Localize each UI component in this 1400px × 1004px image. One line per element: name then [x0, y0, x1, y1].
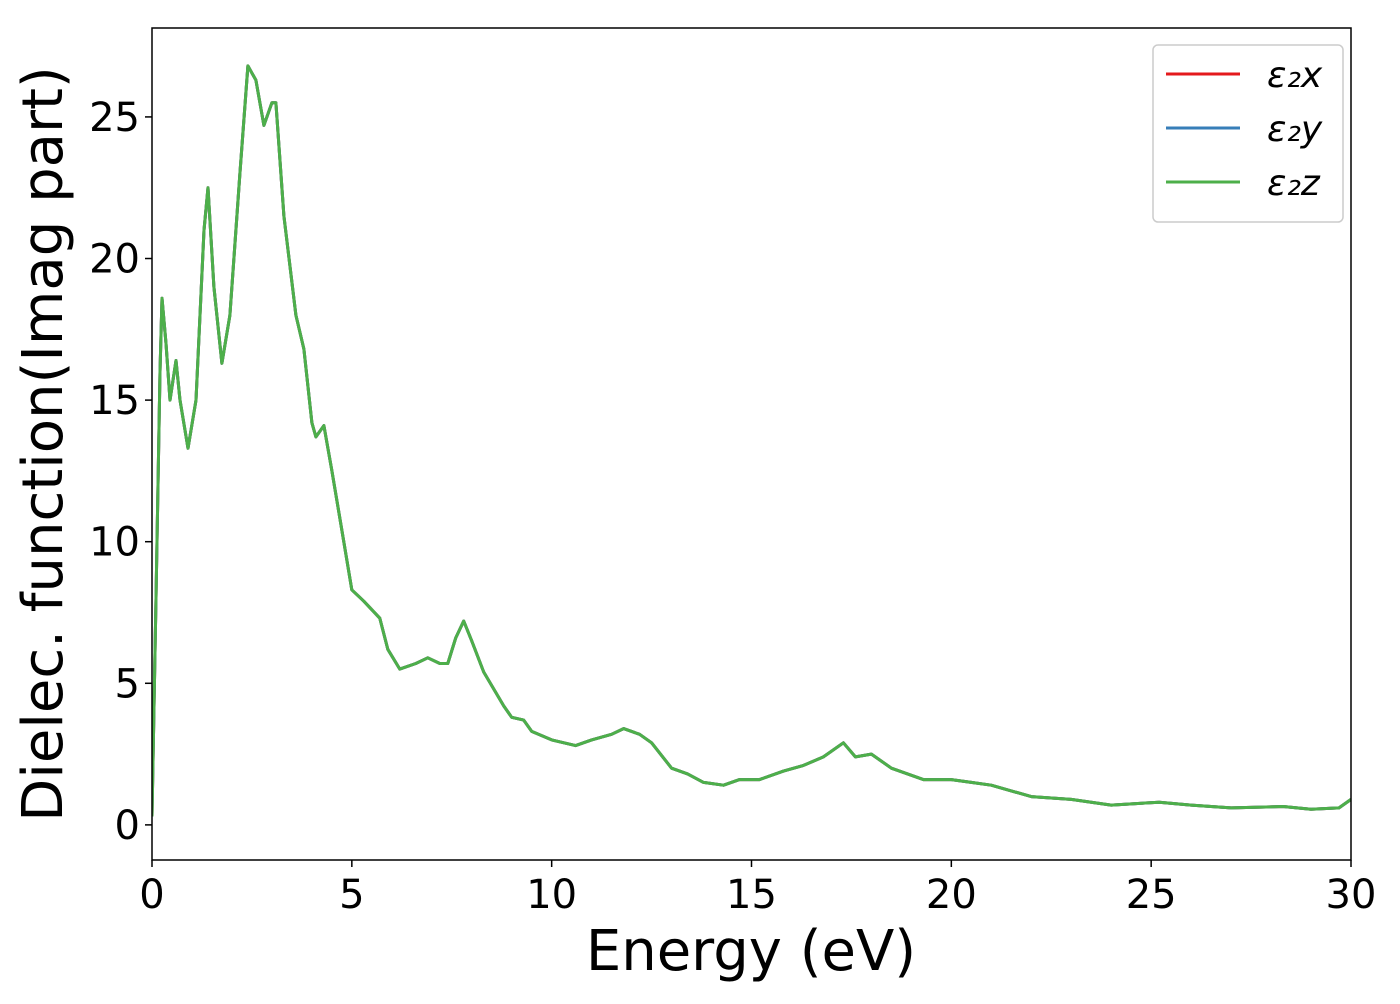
x-tick-label: 10: [526, 872, 577, 918]
x-tick-label: 5: [339, 872, 364, 918]
x-axis-label: Energy (eV): [586, 919, 916, 984]
y-tick-label: 10: [89, 520, 140, 566]
y-tick-label: 25: [89, 95, 140, 141]
y-tick-label: 15: [89, 378, 140, 424]
legend-label: ε₂y: [1267, 109, 1323, 150]
y-tick-label: 0: [115, 803, 140, 849]
legend-label: ε₂x: [1267, 55, 1323, 96]
y-tick-label: 20: [89, 237, 140, 283]
x-tick-label: 25: [1126, 872, 1177, 918]
x-tick-label: 15: [726, 872, 777, 918]
x-tick-label: 20: [926, 872, 977, 918]
legend-box: [1152, 44, 1344, 223]
y-tick-label: 5: [115, 661, 140, 707]
series-line: [152, 64, 1351, 817]
x-tick-label: 0: [139, 872, 164, 918]
x-tick-label: 30: [1326, 872, 1377, 918]
legend-label: ε₂z: [1267, 163, 1321, 204]
y-axis-label: Dielec. function(Imag part): [11, 66, 76, 822]
plot-frame: [151, 27, 1352, 861]
